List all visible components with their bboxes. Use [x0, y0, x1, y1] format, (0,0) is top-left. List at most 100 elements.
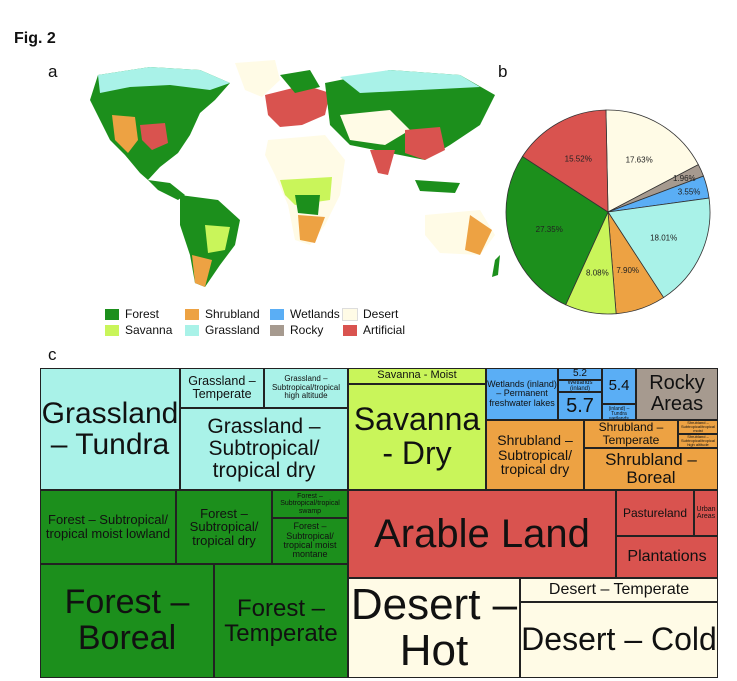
- tile-wetlands-inland: Wetlands (inland): [558, 380, 602, 392]
- north-america-west: [112, 115, 138, 153]
- legend-item-desert: Desert: [342, 307, 399, 321]
- tile-label: Shrubland – Subtropical/tropical moist: [680, 420, 716, 434]
- legend-label: Rocky: [290, 323, 324, 337]
- tile-wetlands-lakes: Wetlands (inland) – Permanent freshwater…: [486, 368, 558, 420]
- tile-label: Shrubland – Boreal: [605, 450, 697, 487]
- legend-label: Artificial: [363, 323, 406, 337]
- map-continents: [90, 60, 500, 287]
- legend-swatch: [343, 324, 357, 336]
- north-america-crops: [140, 123, 168, 150]
- pie-slice-grassland: [607, 197, 711, 299]
- legend-item-savanna: Savanna: [105, 323, 172, 337]
- legend-swatch: [105, 324, 119, 336]
- world-land-cover-map: [90, 60, 500, 287]
- pie-label-grassland: 18.01%: [650, 233, 677, 242]
- tile-wetlands-tundra: Wetlands (inland) – Tundra wetlands: [602, 404, 636, 420]
- tile-savanna-moist: Savanna - Moist: [348, 368, 486, 384]
- panel-b-letter: b: [498, 62, 508, 81]
- tile-shrubland-moist: Shrubland – Subtropical/tropical moist: [678, 420, 718, 434]
- tile-desert-cold: Desert – Cold: [520, 602, 718, 678]
- tile-label: Forest – Subtropical/ tropical moist low…: [45, 512, 171, 541]
- tile-label: Wetlands (inland): [567, 380, 593, 392]
- tile-desert-hot: Desert – Hot: [348, 578, 520, 678]
- tile-label: Savanna - Dry: [353, 401, 481, 471]
- tile-label: Wetlands (inland) – Tundra wetlands: [608, 405, 630, 420]
- tile-label: 5.7: [566, 394, 594, 417]
- map-legend: Forest Savanna Shrubland Grassland Wetla…: [105, 307, 435, 341]
- tile-label: Forest – Temperate: [224, 594, 338, 647]
- tile-label: Forest – Boreal: [64, 583, 190, 657]
- legend-item-forest: Forest: [105, 307, 159, 321]
- pie-slice-artificial: [521, 109, 609, 213]
- asia-crops: [405, 127, 445, 160]
- tile-wetlands-5-7: 5.7: [558, 392, 602, 420]
- asia-desert: [340, 110, 410, 145]
- panel-a-letter: a: [48, 62, 58, 81]
- tile-label: Wetlands (inland) – Permanent freshwater…: [487, 378, 557, 408]
- legend-label: Desert: [363, 307, 399, 321]
- tile-label: Desert – Temperate: [548, 580, 690, 598]
- tile-plantations: Plantations: [616, 536, 718, 578]
- pie-slice-forest: [505, 155, 609, 306]
- north-america-tundra: [98, 67, 230, 93]
- pie-label-desert: 17.63%: [626, 155, 653, 164]
- land-cover-pie-chart: 17.63% 1.96% 3.55% 18.01% 7.90% 8.08% 27.35% 15…: [505, 109, 711, 315]
- tile-shrubland-dry: Shrubland – Subtropical/ tropical dry: [486, 420, 584, 490]
- tile-forest-moist-montane: Forest – Subtropical/ tropical moist mon…: [272, 518, 348, 564]
- tile-arable-land: Arable Land: [348, 490, 616, 578]
- legend-swatch: [105, 308, 119, 320]
- tile-forest-swamp: Forest – Subtropical/tropical swamp: [272, 490, 348, 518]
- panel-c-letter: c: [48, 345, 57, 364]
- tile-label: 5.2: [573, 368, 587, 379]
- tile-savanna-dry: Savanna - Dry: [348, 384, 486, 490]
- tile-label: Forest – Subtropical/ tropical dry: [189, 505, 259, 548]
- tile-wetlands-5-4: 5.4: [602, 368, 636, 404]
- tile-label: 5.4: [608, 377, 630, 395]
- legend-item-grassland: Grassland: [185, 323, 260, 337]
- tile-label: Arable Land: [374, 512, 590, 556]
- tile-label: Forest – Subtropical/tropical swamp: [280, 492, 340, 515]
- legend-label: Shrubland: [205, 307, 260, 321]
- tile-grassland-tundra: Grassland – Tundra: [40, 368, 180, 490]
- south-america-savanna: [205, 225, 230, 253]
- legend-item-artificial: Artificial: [343, 323, 405, 337]
- tile-label: Desert – Cold: [521, 621, 717, 658]
- legend-swatch: [342, 307, 358, 321]
- tile-label: Shrubland – Temperate: [598, 420, 664, 447]
- tile-label: Plantations: [627, 547, 707, 565]
- pie-slices: [505, 109, 711, 315]
- pie-label-artificial: 15.52%: [565, 155, 592, 164]
- tile-label: Shrubland – Subtropical/tropical high al…: [680, 434, 716, 448]
- legend-label: Savanna: [125, 323, 173, 337]
- tile-shrubland-boreal: Shrubland – Boreal: [584, 448, 718, 490]
- tile-wetlands-5-2: 5.2: [558, 368, 602, 380]
- legend-swatch: [270, 324, 284, 336]
- tile-label: Grassland – Temperate: [188, 373, 256, 401]
- tile-shrubland-high-altitude: Shrubland – Subtropical/tropical high al…: [678, 434, 718, 448]
- tile-label: Savanna - Moist: [377, 369, 457, 382]
- asia-tundra: [340, 70, 480, 93]
- indonesia-shape: [415, 180, 460, 193]
- tile-shrubland-temperate: Shrubland – Temperate: [584, 420, 678, 448]
- legend-swatch: [185, 324, 199, 336]
- legend-item-shrubland: Shrubland: [185, 307, 260, 321]
- tile-forest-dry: Forest – Subtropical/ tropical dry: [176, 490, 272, 564]
- tile-desert-temperate: Desert – Temperate: [520, 578, 718, 602]
- legend-label: Wetlands: [290, 307, 340, 321]
- pie-label-shrubland: 7.90%: [616, 266, 639, 275]
- tile-pastureland: Pastureland: [616, 490, 694, 536]
- legend-swatch: [270, 308, 284, 320]
- legend-label: Forest: [125, 307, 160, 321]
- central-america-shape: [148, 180, 185, 200]
- india-shape: [370, 150, 395, 175]
- tile-forest-moist-lowland: Forest – Subtropical/ tropical moist low…: [40, 490, 176, 564]
- tile-urban-areas: Urban Areas: [694, 490, 718, 536]
- tile-label: Forest – Subtropical/ tropical moist mon…: [283, 521, 337, 560]
- legend-swatch: [185, 308, 199, 320]
- australia-rim: [465, 215, 492, 255]
- tile-label: Grassland – Subtropical/ tropical dry: [207, 414, 321, 483]
- legend-item-wetlands: Wetlands: [270, 307, 340, 321]
- pie-labels: 17.63% 1.96% 3.55% 18.01% 7.90% 8.08% 27.35% 15…: [536, 155, 701, 278]
- figure-label: Fig. 2: [14, 30, 56, 47]
- pie-label-forest: 27.35%: [536, 225, 563, 234]
